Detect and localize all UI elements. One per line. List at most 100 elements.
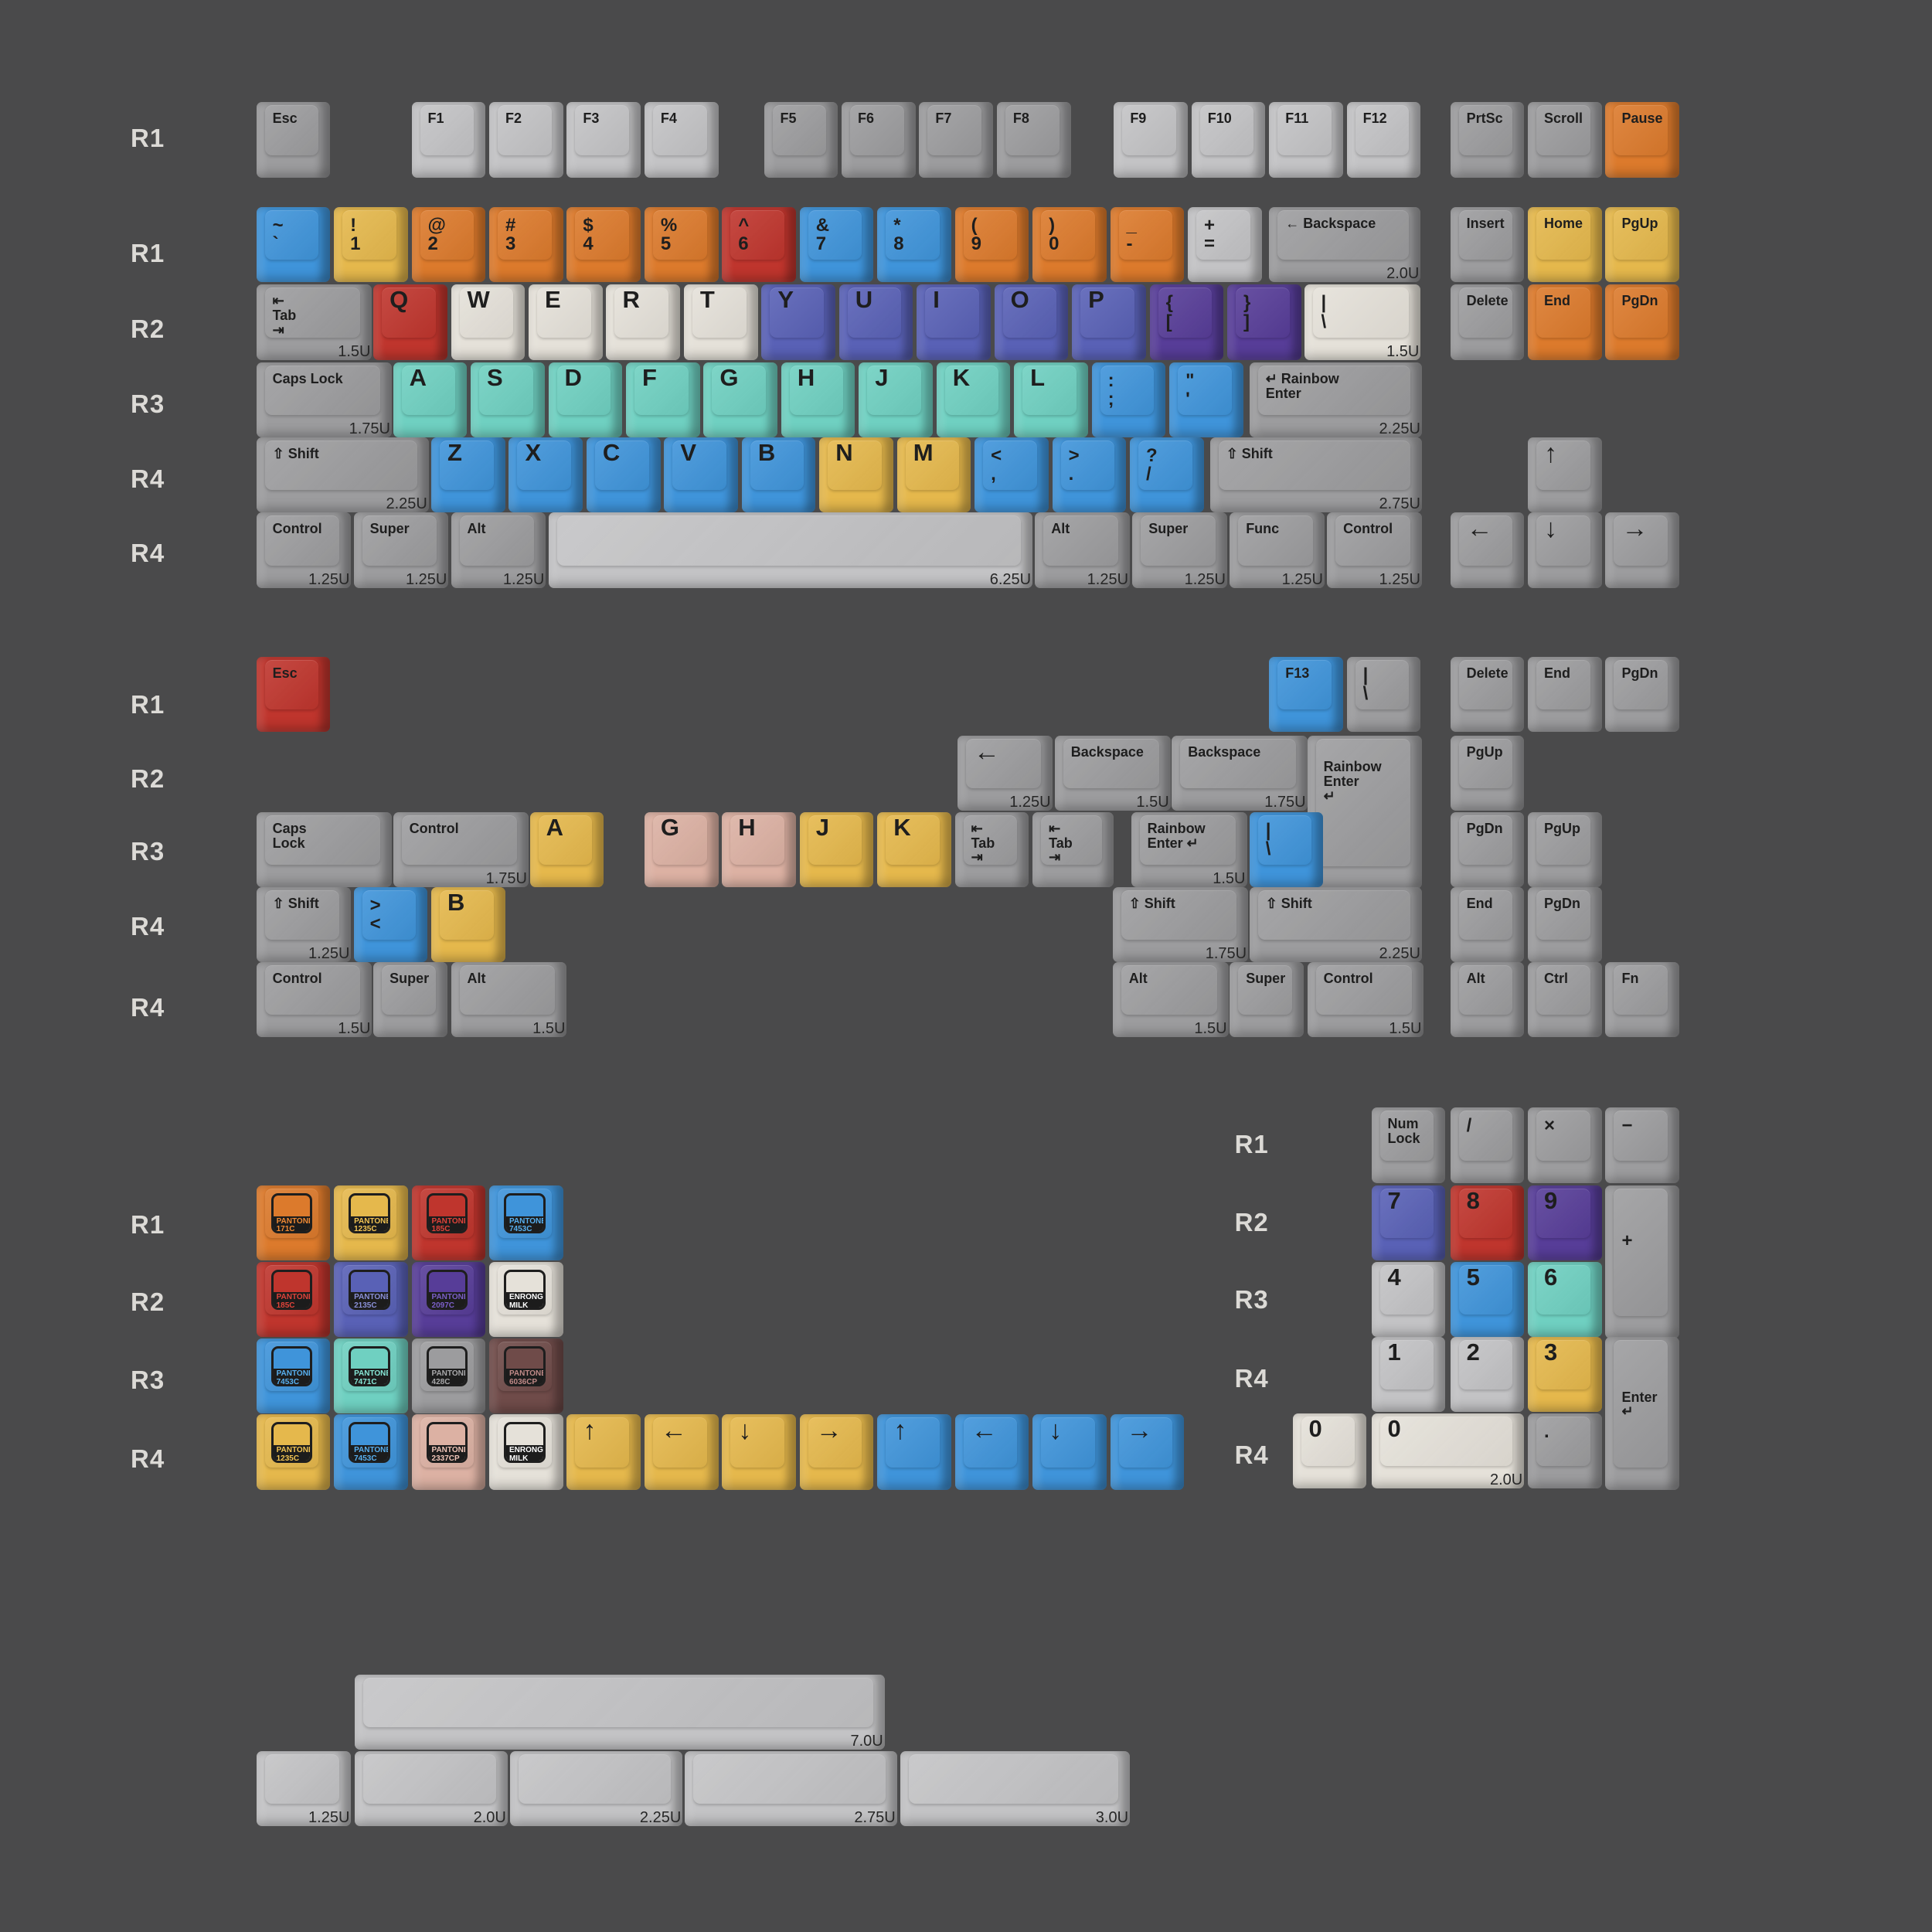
pantone-swatch: PANTONE 185C (270, 1269, 313, 1310)
key-size-label: 1.5U (1386, 342, 1420, 360)
key-symbol: ↓ (1528, 512, 1602, 588)
keycap-top: End (1458, 889, 1513, 940)
key-symbol: + = (1187, 206, 1262, 283)
keycap-top: F13 (1277, 659, 1332, 710)
key-pgup: PgUp (1450, 735, 1525, 811)
keycap-top: PANTONE 185C (264, 1264, 319, 1315)
key-symbol: → (799, 1414, 874, 1490)
key-legend: O (1010, 286, 1029, 314)
key-symbol: → (1110, 1414, 1185, 1490)
key-symbol: ↑ (566, 1414, 641, 1490)
keycap-top: F3 (575, 105, 630, 155)
key-symbol: {[ (1149, 284, 1224, 360)
key-symbol: _ - (1110, 206, 1185, 283)
key-legend: F8 (1012, 111, 1029, 127)
key-legend: @ (427, 214, 446, 236)
keycap-top: U (847, 287, 902, 338)
swatch-label-band: PANTONE 7453C (351, 1445, 388, 1461)
keycap-top: F5 (772, 105, 827, 155)
key-legend: Alt (1128, 971, 1148, 987)
keycap-top: Esc (264, 659, 319, 710)
key-symbol: − (1605, 1107, 1680, 1183)
keycap-top: H (789, 363, 844, 415)
key-legend: → (815, 1416, 842, 1446)
pantone-code: PANTONE 2135C (354, 1293, 390, 1310)
pantone-code: PANTONE 1235C (276, 1446, 313, 1463)
keycap-top: X (517, 440, 572, 491)
row-label: R3 (131, 389, 165, 418)
key-rainbow-enter: ↵ Rainbow Enter 2.25U (1249, 362, 1422, 437)
key-shift: ⇧ Shift 1.75U (1112, 886, 1249, 963)
key-num-lock: Num Lock (1371, 1107, 1446, 1183)
key-legend: I (933, 286, 940, 314)
key-legend: Func (1246, 521, 1280, 537)
pantone-swatch: PANTONE 7453C (349, 1422, 390, 1463)
key-legend: 0 (1387, 1414, 1401, 1442)
keycap-top: & 7 (808, 209, 862, 260)
key-legend-secondary: \ (1265, 838, 1271, 859)
key-h: H (781, 362, 855, 437)
key-legend: A (546, 813, 563, 841)
key-size-label: 6.25U (989, 570, 1032, 588)
keycap-top: Alt (1043, 515, 1119, 566)
pantone-key-pantone-171c: PANTONE 171C (256, 1185, 331, 1261)
key-legend: ⇤ Tab ⇥ (272, 293, 297, 338)
key-legend: C (602, 439, 621, 466)
key-legend: Control (409, 820, 459, 836)
key-k: K (877, 811, 951, 887)
key-size-label: 2.25U (639, 1808, 682, 1826)
key-size-label: 1.25U (308, 570, 350, 588)
key-legend: H (797, 363, 815, 391)
keycap-top: Num Lock (1379, 1111, 1434, 1161)
key-legend: End (1544, 665, 1571, 681)
row-label: R4 (131, 538, 165, 567)
key-legend: PgUp (1544, 820, 1581, 836)
key-legend: ⇧ Shift (1226, 446, 1273, 461)
key-legend: PgUp (1466, 743, 1503, 760)
key-legend-secondary: 5 (660, 233, 672, 255)
key-f13: F13 (1269, 656, 1343, 733)
key-insert: Insert (1450, 206, 1525, 283)
key-legend: − (1621, 1115, 1633, 1137)
key-legend: Super (369, 521, 410, 537)
pantone-key-enrong-milk: ENRONG MILK (488, 1414, 563, 1490)
keycap-top: Backspace (1180, 738, 1296, 789)
keycap-top: ← (965, 738, 1041, 789)
key-f9: F9 (1114, 102, 1188, 178)
key-legend: N (835, 439, 853, 466)
key-legend: B (447, 888, 465, 916)
keycap-top (519, 1753, 672, 1804)
keycap-top: ⇤ Tab ⇥ (963, 815, 1018, 865)
keycap-top: N (828, 439, 882, 491)
key-legend: F12 (1362, 111, 1387, 127)
row-label: R2 (131, 764, 165, 793)
key-d: D (548, 362, 623, 437)
key-legend: Rainbow Enter ↵ (1323, 758, 1382, 804)
key-super: Super (373, 962, 447, 1038)
key-control: Control 1.25U (256, 512, 352, 588)
key-legend: 8 (1466, 1186, 1480, 1214)
row-label: R1 (131, 1209, 165, 1239)
key-size-label: 1.5U (532, 1020, 566, 1038)
keycap-top (363, 1753, 496, 1804)
keycap-top: Caps Lock (264, 815, 380, 865)
key-legend: PgDn (1466, 820, 1503, 836)
key-a: A (529, 811, 604, 887)
key-b: B (431, 886, 505, 963)
key-5: 5 (1450, 1261, 1525, 1337)
keycap-top: PANTONE 171C (264, 1188, 319, 1239)
key-symbol: :; (1091, 362, 1166, 437)
keycap-top (693, 1753, 886, 1804)
keycap-top: Super (362, 515, 437, 566)
keycap-top: Enter ↵ (1614, 1339, 1668, 1468)
key-blank: 2.75U (685, 1750, 897, 1826)
keycap-top: G (652, 815, 707, 865)
keycap-top: H (730, 815, 784, 865)
key-delete: Delete (1450, 284, 1525, 360)
key-legend: Scroll (1544, 111, 1583, 127)
keycap-top (363, 1677, 873, 1728)
key-legend: ) (1049, 214, 1056, 236)
pantone-code: PANTONE 185C (431, 1216, 468, 1234)
keycap-top: ← (1458, 515, 1513, 566)
key-legend: 2 (1466, 1338, 1480, 1366)
